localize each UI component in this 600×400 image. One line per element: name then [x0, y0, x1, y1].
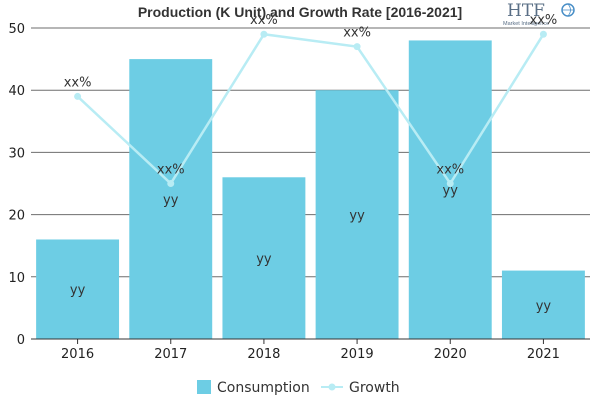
bar [36, 239, 120, 339]
growth-point [260, 30, 268, 38]
growth-point [353, 43, 361, 51]
legend-growth-label: Growth [349, 380, 400, 396]
company-logo: HTF Market Intelligence [503, 1, 575, 27]
bar-data-label: yy [70, 283, 86, 298]
growth-point [167, 180, 175, 187]
y-tick-label: 0 [17, 333, 25, 348]
bar-data-label: yy [349, 209, 365, 224]
globe-meridian [562, 3, 574, 17]
growth-point [539, 30, 547, 38]
bar-series [36, 40, 585, 339]
x-tick-label: 2021 [527, 347, 560, 362]
legend-growth-marker [328, 383, 336, 391]
bar [315, 90, 399, 339]
chart-title: Production (K Unit) and Growth Rate [201… [138, 4, 462, 20]
growth-line [76, 32, 545, 186]
y-axis: 0 10 20 30 40 50 [8, 22, 25, 348]
y-tick-label: 30 [8, 146, 25, 161]
x-tick-label: 2019 [341, 347, 374, 362]
x-axis: 2016 2017 2018 2019 2020 2021 [31, 338, 590, 362]
growth-data-label: xx% [343, 26, 371, 41]
bar [129, 59, 213, 339]
legend-consumption-label: Consumption [217, 380, 310, 396]
growth-data-label: xx% [157, 163, 185, 178]
legend: Consumption Growth [197, 380, 400, 396]
growth-line-series [74, 30, 547, 187]
bar [501, 270, 585, 339]
bar [408, 40, 492, 339]
growth-data-label: xx% [64, 75, 92, 90]
legend-consumption-swatch [197, 380, 211, 394]
growth-data-label: xx% [530, 13, 558, 28]
data-labels: yy yy yy yy yy yy xx% xx% xx% xx% xx% xx% [64, 13, 558, 314]
x-tick-label: 2020 [434, 347, 467, 362]
bar-data-label: yy [256, 252, 272, 267]
x-tick-label: 2016 [61, 347, 94, 362]
x-tick-label: 2018 [247, 347, 280, 362]
y-tick-label: 20 [8, 209, 25, 224]
bar-data-label: yy [536, 299, 552, 314]
logo-subtext: Market Intelligence [503, 21, 549, 27]
bar-data-label: yy [443, 184, 459, 199]
y-tick-label: 50 [8, 22, 25, 37]
growth-data-label: xx% [436, 163, 464, 178]
y-tick-label: 40 [8, 84, 25, 99]
growth-point [74, 92, 82, 100]
bar-data-label: yy [163, 193, 179, 208]
growth-data-label: xx% [250, 13, 278, 28]
y-tick-label: 10 [8, 271, 25, 286]
bar [222, 177, 306, 339]
logo-text: HTF [507, 1, 545, 21]
growth-point [446, 180, 454, 187]
x-tick-label: 2017 [154, 347, 187, 362]
